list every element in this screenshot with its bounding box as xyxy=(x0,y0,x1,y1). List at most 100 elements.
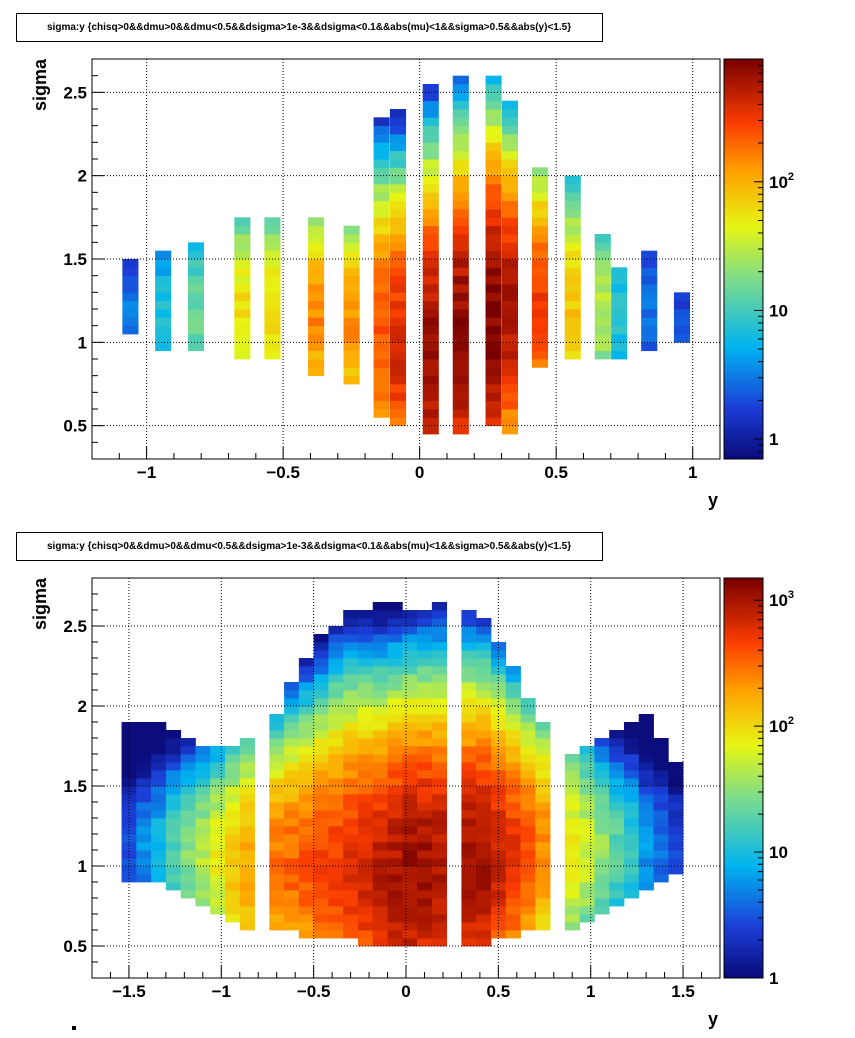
chart-2-bin xyxy=(313,834,329,843)
chart-2-bin xyxy=(165,858,182,867)
chart-2-bin xyxy=(313,802,329,811)
chart-1-bin xyxy=(485,217,502,227)
chart-2-bin xyxy=(357,754,374,763)
chart-2-bin xyxy=(357,778,374,787)
chart-2-bin xyxy=(638,770,654,779)
chart-2-bin xyxy=(431,874,448,883)
chart-2-bin xyxy=(298,930,315,939)
chart-1-bin xyxy=(389,325,407,335)
chart-2-bin xyxy=(668,778,684,787)
chart-1-bin xyxy=(531,350,549,360)
chart-2-bin xyxy=(328,794,344,803)
chart-2-bin xyxy=(372,690,388,699)
chart-2-bin xyxy=(490,722,507,731)
chart-1-bin xyxy=(531,192,549,202)
chart-2-bin xyxy=(476,682,492,691)
chart-1-y-tick-label: 1.5 xyxy=(63,250,87,269)
chart-2-bin xyxy=(372,610,388,619)
chart-1-bin xyxy=(422,425,439,435)
chart-1-bin xyxy=(673,317,691,327)
chart-1-bin xyxy=(373,384,390,393)
chart-1-bin xyxy=(389,375,407,385)
chart-2-bin xyxy=(372,898,388,907)
chart-1-x-tick-label: −1 xyxy=(137,463,156,482)
chart-1-bin xyxy=(531,334,549,343)
chart-2-bin xyxy=(431,754,448,763)
chart-1-bin xyxy=(452,84,469,93)
chart-2-bin xyxy=(372,754,388,763)
chart-2-bin xyxy=(638,786,654,795)
chart-1-bin xyxy=(422,200,439,210)
chart-2-bin xyxy=(298,778,315,787)
chart-2-bin xyxy=(313,778,329,787)
chart-2-bin xyxy=(387,786,403,795)
chart-1-bin xyxy=(389,250,407,260)
chart-2-bin xyxy=(579,802,595,811)
chart-2-bin xyxy=(372,842,388,851)
chart-1-bin xyxy=(389,192,407,202)
chart-2-bin xyxy=(210,850,226,859)
chart-2-bin xyxy=(121,770,137,779)
chart-1-bin xyxy=(611,342,628,352)
chart-2-bin xyxy=(505,914,521,923)
chart-1-bin xyxy=(422,250,439,260)
chart-2-bin xyxy=(298,842,315,851)
chart-2-bin xyxy=(476,642,492,651)
chart-2-bin xyxy=(195,842,211,851)
chart-2-bin xyxy=(490,770,507,779)
chart-1-bin xyxy=(501,317,519,327)
chart-2-bin xyxy=(136,874,152,883)
chart-2-bin xyxy=(520,770,536,779)
chart-2-bin xyxy=(313,866,329,875)
chart-2-bin xyxy=(579,754,595,763)
chart-2-bin xyxy=(372,850,388,859)
chart-1-bin xyxy=(501,334,519,343)
chart-2-bin xyxy=(328,850,344,859)
chart-1-bin xyxy=(155,284,172,293)
chart-2-bin xyxy=(490,698,507,707)
chart-1-bin xyxy=(422,242,439,252)
chart-1-bin xyxy=(611,300,628,310)
chart-1-bin xyxy=(155,342,172,352)
chart-1-bin xyxy=(452,259,469,268)
chart-2-bin xyxy=(461,874,477,883)
chart-2-bin xyxy=(461,746,477,755)
chart-1-bin xyxy=(564,192,581,202)
chart-1-y-tick-label: 0.5 xyxy=(63,417,87,436)
chart-1-bin xyxy=(641,267,658,277)
chart-2-bin xyxy=(505,930,521,939)
chart-2-bin xyxy=(284,706,300,715)
chart-2-bin xyxy=(535,874,551,883)
chart-2-bin xyxy=(623,850,640,859)
chart-2-bin xyxy=(328,802,344,811)
chart-2-bin xyxy=(417,714,433,723)
chart-1-bin xyxy=(564,234,581,243)
chart-2-bin xyxy=(328,746,344,755)
chart-2-bin xyxy=(372,730,388,739)
chart-2-bin xyxy=(461,738,477,747)
chart-1-bin xyxy=(308,292,325,302)
chart-1-bin xyxy=(501,117,519,127)
chart-1-bin xyxy=(264,350,281,360)
chart-1-bin xyxy=(155,250,172,260)
chart-2-bin xyxy=(180,738,196,747)
chart-1-bin xyxy=(485,292,502,302)
chart-1-bin xyxy=(485,359,502,368)
chart-1-bin xyxy=(234,225,251,235)
chart-1-bin xyxy=(501,150,519,160)
chart-2-bin xyxy=(535,770,551,779)
chart-1-bin xyxy=(422,409,439,418)
chart-2-bin xyxy=(136,842,152,851)
chart-2-bin xyxy=(638,802,654,811)
chart-1-bin xyxy=(452,100,469,110)
chart-2-bin xyxy=(535,866,551,875)
chart-2-bin xyxy=(372,794,388,803)
chart-2-bin xyxy=(313,906,329,915)
chart-2-bin xyxy=(431,842,448,851)
chart-2-bin xyxy=(195,802,211,811)
chart-1-bin xyxy=(308,367,325,377)
chart-1-bin xyxy=(308,317,325,327)
chart-2-bin xyxy=(653,810,669,819)
chart-2-bin xyxy=(313,874,329,883)
chart-1-bin xyxy=(122,317,139,327)
